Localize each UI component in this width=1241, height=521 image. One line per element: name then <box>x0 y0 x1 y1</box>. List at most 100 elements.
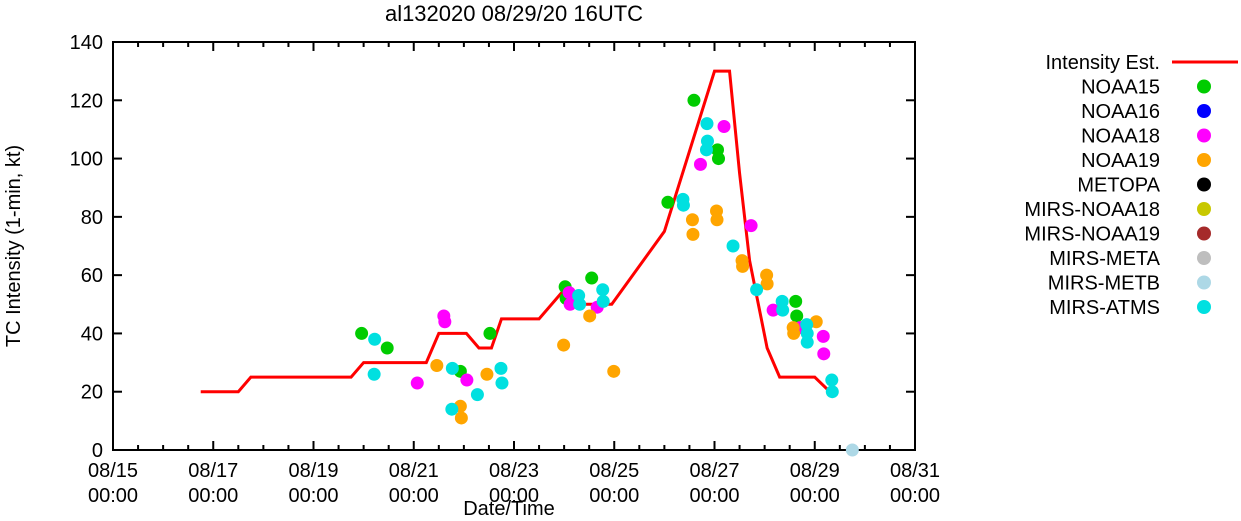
noaa19-point <box>787 326 801 340</box>
legend-dot-mirs-noaa19 <box>1197 226 1211 241</box>
mirs-atms-point <box>367 367 381 381</box>
x-tick-time: 00:00 <box>188 485 238 507</box>
chart-title: al132020 08/29/20 16UTC <box>385 1 643 26</box>
noaa18-point <box>460 373 474 387</box>
mirs-atms-point <box>825 385 839 399</box>
x-tick-time: 00:00 <box>88 485 138 507</box>
noaa18-point <box>816 329 830 343</box>
x-tick-time: 00:00 <box>288 485 338 507</box>
mirs-atms-point <box>596 294 610 308</box>
noaa19-point <box>480 367 494 381</box>
noaa19-point <box>430 358 444 372</box>
y-tick-label: 20 <box>81 382 103 404</box>
mirs-atms-point <box>825 373 839 387</box>
mirs-atms-point <box>800 335 814 349</box>
legend-item-mirs-noaa19: MIRS-NOAA19 <box>1024 224 1211 246</box>
noaa19-point <box>760 277 774 291</box>
legend-dot-noaa19 <box>1197 153 1211 167</box>
x-tick-date: 08/31 <box>890 460 940 482</box>
legend-label: NOAA16 <box>1081 101 1160 123</box>
plot-axes: 08/15 00:00 08/17 00:00 08/19 00:00 08/21 00:00… <box>70 32 940 507</box>
noaa18-point <box>717 120 731 134</box>
legend-dot-noaa15 <box>1197 79 1211 94</box>
y-tick-label: 40 <box>81 323 103 345</box>
mirs-atms-point <box>445 361 459 375</box>
mirs-atms-point <box>776 303 790 317</box>
legend-dot-noaa18 <box>1197 128 1211 143</box>
intensity-est-line <box>200 69 831 394</box>
mirs-atms-point <box>676 198 690 212</box>
legend-label: MIRS-ATMS <box>1049 297 1160 319</box>
x-tick-time: 00:00 <box>489 485 539 507</box>
y-axis-label: TC Intensity (1-min, kt) <box>3 145 25 347</box>
legend-label: NOAA19 <box>1081 150 1160 172</box>
mirs-atms-point <box>494 361 508 375</box>
noaa19-point <box>454 411 468 425</box>
noaa18-point <box>744 219 758 233</box>
mirs-atms-point <box>573 297 587 311</box>
y-tick-label: 120 <box>70 90 103 112</box>
legend-item-mirs-meta: MIRS-META <box>1049 248 1211 270</box>
x-tick-time: 00:00 <box>790 485 840 507</box>
legend-item-mirs-noaa18: MIRS-NOAA18 <box>1024 199 1211 221</box>
intensity-line <box>200 69 831 394</box>
legend-label: NOAA15 <box>1081 77 1160 99</box>
x-tick-date: 08/27 <box>689 460 739 482</box>
legend-dot-noaa16 <box>1197 104 1211 118</box>
mirs-atms-point <box>700 117 714 131</box>
x-tick-date: 08/15 <box>88 460 138 482</box>
noaa18-point <box>693 157 707 171</box>
noaa19-point <box>736 259 750 273</box>
mirs-atms-point <box>495 376 509 390</box>
legend-dot-mirs-atms <box>1197 300 1211 314</box>
y-tick-label: 100 <box>70 149 103 171</box>
x-axis-label: Date/Time <box>463 498 555 520</box>
noaa15-point <box>483 326 497 340</box>
legend-item-mirs-metb: MIRS-METB <box>1048 273 1211 295</box>
x-tick-date: 08/23 <box>489 460 539 482</box>
noaa15-point <box>712 152 726 166</box>
noaa18-point <box>817 347 831 361</box>
legend-dot-mirs-meta <box>1197 251 1211 265</box>
noaa15-point <box>661 195 675 209</box>
mirs-atms-point <box>750 283 764 297</box>
mirs-atms-point <box>726 239 740 253</box>
mirs-atms-point <box>700 134 714 148</box>
legend-item-noaa19: NOAA19 <box>1081 150 1211 172</box>
noaa19-point <box>557 338 571 352</box>
legend-item-intensity-est-: Intensity Est. <box>1046 52 1238 74</box>
legend-dot-mirs-metb <box>1197 275 1211 290</box>
x-tick-date: 08/21 <box>389 460 439 482</box>
x-tick-time: 00:00 <box>890 485 940 507</box>
mirs-atms-point <box>368 332 382 346</box>
x-tick-time: 00:00 <box>389 485 439 507</box>
legend-label: MIRS-METB <box>1048 273 1160 295</box>
legend-label: METOPA <box>1077 175 1160 197</box>
x-tick-date: 08/17 <box>188 460 238 482</box>
noaa19-point <box>685 213 699 227</box>
noaa18-point <box>410 376 424 390</box>
noaa15-point <box>380 341 394 355</box>
x-tick-time: 00:00 <box>589 485 639 507</box>
x-tick-date: 08/29 <box>790 460 840 482</box>
legend-label: NOAA18 <box>1081 126 1160 148</box>
mirs-atms-point <box>596 283 610 297</box>
legend-dot-metopa <box>1197 177 1211 192</box>
y-tick-label: 60 <box>81 265 103 287</box>
y-tick-label: 0 <box>92 440 103 462</box>
legend-item-mirs-atms: MIRS-ATMS <box>1049 297 1211 319</box>
noaa19-point <box>583 309 597 323</box>
mirs-atms-point <box>470 388 484 402</box>
data-points <box>355 93 859 457</box>
noaa19-point <box>710 213 724 227</box>
noaa15-point <box>687 93 701 107</box>
legend-item-metopa: METOPA <box>1077 175 1211 197</box>
plot-border <box>112 41 916 451</box>
legend-label: MIRS-NOAA19 <box>1024 224 1160 246</box>
x-tick-date: 08/25 <box>589 460 639 482</box>
noaa15-point <box>585 271 599 285</box>
legend-item-noaa15: NOAA15 <box>1081 77 1211 99</box>
legend-item-noaa18: NOAA18 <box>1081 126 1211 148</box>
